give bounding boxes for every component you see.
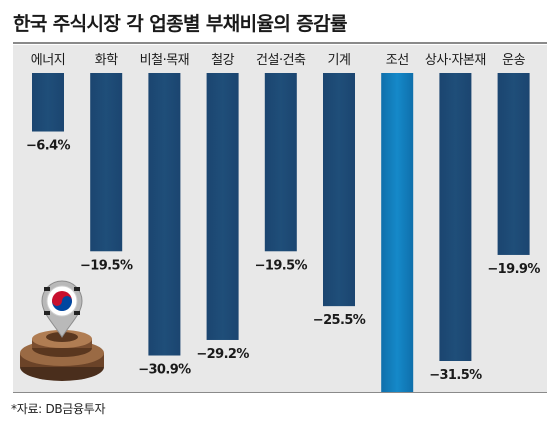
- category-label-3: 철강: [211, 53, 234, 68]
- bar-chart: 에너지 −6.4% 화학 −19.5% 비철·목재 −30.9% 철강 −29.2% 건설·건축…: [20, 53, 541, 392]
- value-label-8: −19.9%: [487, 262, 540, 277]
- bar-1: [90, 73, 123, 252]
- bar-3: [206, 73, 239, 340]
- value-label-1: −19.5%: [80, 258, 133, 273]
- bottom-rule: [13, 392, 547, 393]
- category-label-0: 에너지: [31, 53, 65, 68]
- category-label-2: 비철·목재: [140, 53, 189, 68]
- value-label-0: −6.4%: [26, 139, 71, 154]
- category-label-5: 기계: [328, 53, 351, 68]
- category-label-8: 운송: [502, 53, 525, 68]
- category-label-7: 상사·자본재: [425, 53, 486, 68]
- category-label-6: 조선: [386, 53, 409, 68]
- korea-flag-pin-icon: [20, 280, 104, 381]
- value-label-2: −30.9%: [138, 363, 191, 378]
- value-label-5: −25.5%: [313, 313, 366, 328]
- bar-2: [148, 73, 181, 356]
- category-label-4: 건설·건축: [256, 53, 306, 68]
- category-label-1: 화학: [95, 53, 118, 68]
- chart-panel: 에너지 −6.4% 화학 −19.5% 비철·목재 −30.9% 철강 −29.2% 건설·건축…: [13, 45, 547, 392]
- bar-7: [439, 73, 472, 361]
- bar-0: [32, 73, 64, 132]
- value-label-7: −31.5%: [429, 368, 482, 383]
- bar-8: [497, 73, 530, 255]
- bar-6: [381, 73, 414, 392]
- source-note: *자료: DB금융투자: [11, 402, 106, 416]
- bar-5: [323, 73, 355, 307]
- value-label-3: −29.2%: [196, 347, 249, 362]
- value-label-4: −19.5%: [255, 258, 308, 273]
- bar-4: [264, 73, 297, 252]
- chart-title: 한국 주식시장 각 업종별 부채비율의 증감률: [13, 13, 348, 35]
- top-rule: [13, 42, 547, 44]
